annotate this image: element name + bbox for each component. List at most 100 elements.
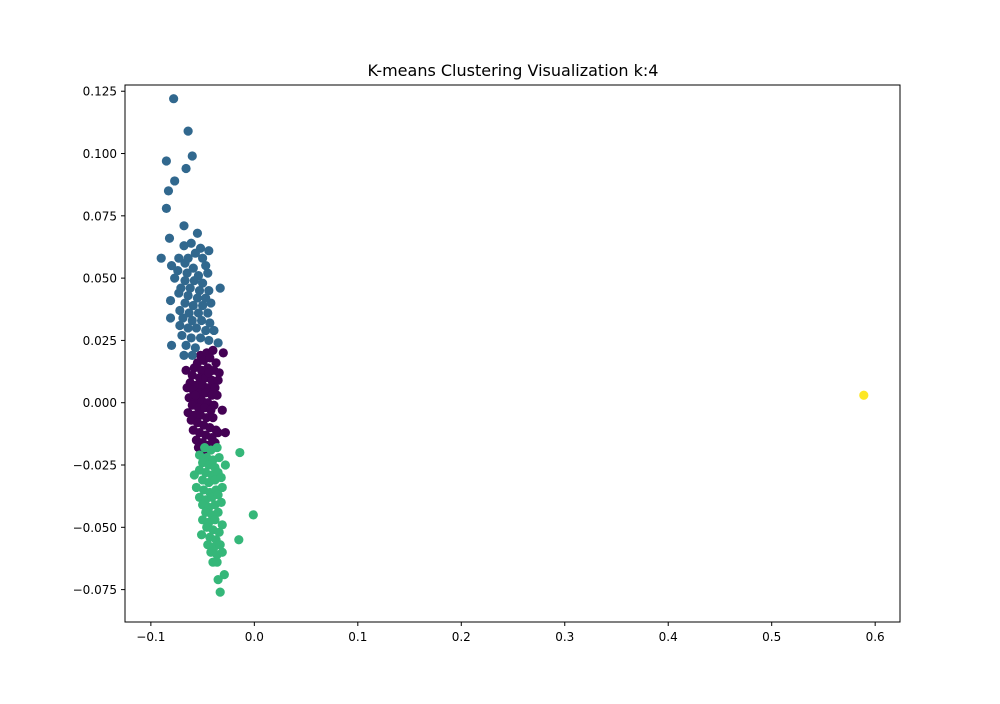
cluster-1-point — [183, 323, 193, 333]
cluster-0-point — [211, 358, 221, 368]
cluster-0-point — [205, 353, 215, 363]
x-tick-label: 0.1 — [348, 630, 367, 644]
cluster-1-point — [165, 295, 176, 306]
cluster-2-point — [213, 507, 223, 517]
cluster-1-point — [174, 253, 184, 263]
cluster-1-point — [177, 330, 187, 341]
cluster-1-point — [206, 298, 216, 308]
cluster-2-point — [219, 570, 229, 580]
cluster-1-point — [180, 298, 190, 308]
cluster-0-point — [187, 370, 197, 380]
cluster-0-point — [208, 345, 218, 355]
cluster-0-point — [213, 428, 223, 438]
cluster-2-point — [213, 575, 223, 585]
cluster-2-point — [248, 510, 258, 520]
cluster-1-point — [186, 333, 196, 343]
cluster-0-point — [206, 405, 216, 415]
plot-frame — [124, 84, 901, 623]
cluster-0-point — [220, 428, 230, 438]
x-tick-label: 0.6 — [866, 630, 885, 644]
cluster-2-point — [220, 460, 230, 470]
cluster-1-point — [179, 241, 189, 251]
cluster-0-point — [208, 413, 218, 423]
y-tick-label: 0.125 — [83, 85, 117, 99]
cluster-1-point — [190, 248, 200, 258]
cluster-1-point — [196, 315, 207, 326]
cluster-2-point — [194, 450, 205, 460]
cluster-1-point — [203, 308, 213, 318]
y-tick-label: −0.050 — [73, 521, 117, 535]
cluster-1-point — [195, 333, 206, 343]
cluster-2-point — [215, 587, 225, 597]
cluster-2-point — [196, 530, 207, 540]
cluster-1-point — [170, 273, 180, 283]
y-tick-label: −0.025 — [73, 459, 117, 473]
cluster-2-point — [214, 452, 224, 463]
cluster-1-point — [187, 350, 197, 360]
cluster-1-point — [201, 325, 211, 336]
cluster-2-point — [216, 497, 226, 507]
cluster-1-point — [204, 335, 214, 346]
y-tick-label: 0.025 — [83, 334, 117, 348]
cluster-1-point — [205, 318, 215, 328]
cluster-1-point — [175, 320, 185, 331]
x-tick-label: 0.0 — [245, 630, 264, 644]
cluster-2-point — [210, 515, 220, 525]
cluster-1-point — [163, 186, 174, 196]
cluster-1-point — [187, 315, 197, 326]
cluster-1-point — [181, 340, 191, 350]
cluster-1-point — [189, 276, 199, 286]
cluster-1-point — [169, 94, 179, 104]
cluster-1-point — [186, 238, 196, 248]
cluster-2-point — [215, 540, 225, 550]
cluster-1-point — [204, 285, 214, 296]
cluster-1-point — [185, 283, 195, 293]
cluster-0-point — [181, 365, 191, 375]
cluster-1-point — [173, 266, 183, 276]
cluster-2-point — [212, 557, 222, 567]
chart-title: K-means Clustering Visualization k:4 — [368, 61, 659, 80]
cluster-1-point — [198, 253, 208, 263]
cluster-0-point — [213, 375, 223, 385]
x-tick-label: 0.2 — [452, 630, 471, 644]
cluster-0-point — [217, 405, 227, 415]
cluster-0-point — [190, 390, 200, 400]
cluster-1-point — [166, 261, 177, 271]
cluster-1-point — [182, 268, 192, 278]
cluster-1-point — [175, 305, 185, 316]
cluster-1-point — [170, 176, 180, 186]
cluster-1-point — [192, 293, 203, 303]
cluster-0-point — [214, 368, 224, 378]
cluster-3-point — [859, 390, 869, 400]
cluster-2-point — [216, 472, 226, 483]
cluster-2-point — [212, 442, 222, 453]
cluster-2-point — [217, 482, 227, 493]
cluster-1-point — [183, 126, 193, 136]
cluster-1-point — [183, 290, 193, 301]
cluster-1-point — [188, 300, 198, 311]
cluster-1-point — [174, 288, 184, 298]
y-tick-label: 0.000 — [83, 396, 117, 410]
y-tick-label: 0.050 — [83, 272, 117, 286]
plot-area — [125, 85, 900, 622]
cluster-1-point — [166, 340, 177, 350]
cluster-1-point — [204, 246, 214, 256]
x-tick-label: 0.4 — [659, 630, 678, 644]
cluster-2-point — [217, 520, 227, 530]
y-tick-label: 0.075 — [83, 209, 117, 223]
point-layer — [156, 94, 869, 597]
axes: −0.1 0.0 0.1 0.2 0.3 0.4 0.5 0.6 −0.075 −0.050 −0.… — [73, 84, 901, 644]
cluster-1-point — [198, 300, 208, 311]
cluster-2-point — [189, 470, 199, 480]
x-tick-label: 0.3 — [555, 630, 574, 644]
cluster-1-point — [161, 203, 171, 213]
cluster-1-point — [161, 156, 171, 166]
cluster-2-point — [217, 547, 227, 557]
cluster-1-point — [194, 285, 205, 296]
cluster-2-point — [191, 482, 201, 493]
cluster-1-point — [209, 325, 219, 336]
cluster-1-point — [184, 308, 194, 318]
x-tick-label: −0.1 — [136, 630, 165, 644]
